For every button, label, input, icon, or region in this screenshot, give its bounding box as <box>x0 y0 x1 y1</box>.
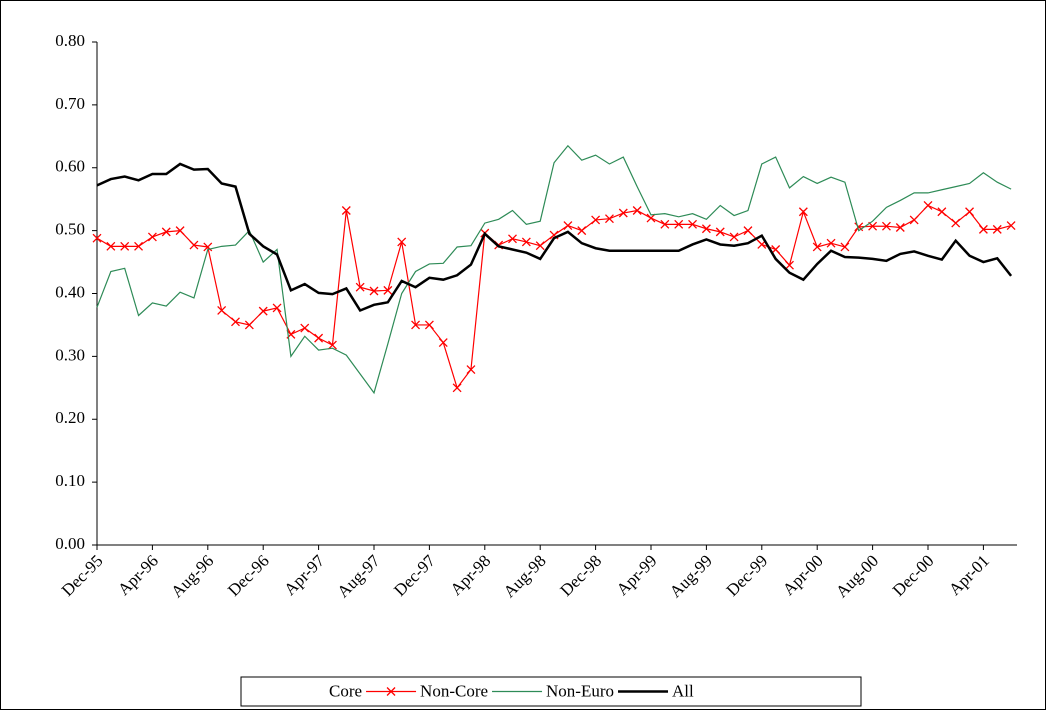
series-line <box>96 162 1013 313</box>
point-marker <box>438 338 448 348</box>
point-marker <box>175 226 185 236</box>
y-tick-label: 0.50 <box>55 220 85 239</box>
point-marker <box>161 227 171 237</box>
point-marker <box>355 282 365 292</box>
point-marker <box>688 219 698 229</box>
point-marker <box>923 201 933 210</box>
y-tick-label: 0.20 <box>55 408 85 427</box>
point-marker <box>978 224 988 234</box>
point-marker <box>563 221 573 231</box>
point-marker <box>992 224 1002 234</box>
y-tick-label: 0.40 <box>55 282 85 301</box>
point-marker <box>231 317 240 327</box>
point-marker <box>840 242 850 252</box>
point-marker <box>314 333 324 343</box>
point-marker <box>341 206 351 215</box>
point-marker <box>646 213 656 223</box>
point-marker <box>909 215 919 225</box>
point-marker <box>327 340 337 350</box>
y-tick-label: 0.30 <box>55 345 85 364</box>
point-marker <box>965 207 975 217</box>
point-marker <box>715 227 725 237</box>
point-marker <box>674 219 684 229</box>
point-marker <box>424 320 434 330</box>
point-marker <box>92 233 102 243</box>
point-marker <box>798 207 808 217</box>
point-marker <box>604 214 614 224</box>
point-marker <box>743 226 753 236</box>
point-marker <box>785 260 794 270</box>
point-marker <box>508 234 517 244</box>
point-marker <box>577 226 587 236</box>
point-marker <box>134 241 144 251</box>
point-marker <box>397 237 407 247</box>
point-marker <box>895 223 905 232</box>
point-marker <box>120 241 130 251</box>
point-marker <box>521 237 531 247</box>
legend: Core Non-Core Non-Euro All <box>240 676 862 707</box>
point-marker <box>660 219 670 229</box>
point-marker <box>729 232 739 242</box>
y-tick-label: 0.60 <box>55 157 85 176</box>
legend-label: Non-Core <box>420 681 488 700</box>
legend-label: All <box>672 681 694 700</box>
y-tick-label: 0.80 <box>55 31 85 50</box>
legend-marker <box>386 687 396 696</box>
point-marker <box>258 306 268 316</box>
point-marker <box>535 241 545 251</box>
point-marker <box>300 323 310 333</box>
point-marker <box>244 320 254 330</box>
point-marker <box>812 242 822 252</box>
point-marker <box>383 285 393 295</box>
legend-label: Non-Euro <box>546 681 614 700</box>
y-tick-label: 0.00 <box>55 534 85 553</box>
point-marker <box>881 221 891 231</box>
legend-box <box>240 676 862 707</box>
point-marker <box>826 238 836 248</box>
point-marker <box>632 206 642 215</box>
point-marker <box>591 215 601 225</box>
point-marker <box>618 208 628 218</box>
y-tick-label: 0.10 <box>55 471 85 490</box>
point-marker <box>452 383 462 393</box>
point-marker <box>951 218 961 228</box>
point-marker <box>203 242 213 252</box>
point-marker <box>369 286 379 296</box>
y-tick-label: 0.70 <box>55 94 85 113</box>
point-marker <box>272 303 282 313</box>
point-marker <box>466 365 476 375</box>
point-marker <box>147 232 157 242</box>
point-marker <box>1006 221 1016 231</box>
point-marker <box>701 224 711 234</box>
legend-label: Core <box>329 681 362 700</box>
point-marker <box>106 241 116 251</box>
point-marker <box>217 306 227 315</box>
point-marker <box>411 320 421 330</box>
point-marker <box>189 240 199 250</box>
point-marker <box>937 207 947 217</box>
